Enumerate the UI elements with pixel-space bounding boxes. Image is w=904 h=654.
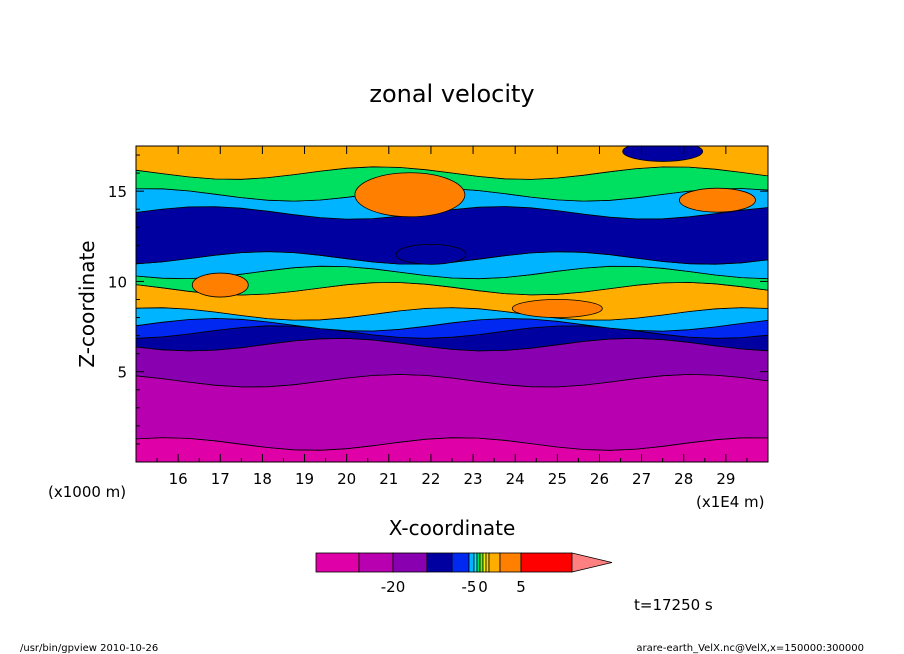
colorbar — [315, 552, 613, 573]
colorbar-segment — [485, 552, 490, 573]
x-tick-label: 19 — [295, 470, 314, 488]
x-unit-left: (x1000 m) — [48, 483, 126, 501]
y-axis-label: Z-coordinate — [75, 240, 99, 367]
y-tick-label: 5 — [117, 364, 127, 382]
x-tick-label: 27 — [632, 470, 651, 488]
x-tick-label: 21 — [379, 470, 398, 488]
footer-right: arare-earth_VelX.nc@VelX,x=150000:300000 — [636, 643, 864, 654]
colorbar-segment — [482, 552, 487, 573]
colorbar-segment — [358, 552, 394, 573]
x-tick-label: 22 — [421, 470, 440, 488]
colorbar-segment — [479, 552, 484, 573]
colorbar-segment — [499, 552, 522, 573]
footer-left: /usr/bin/gpview 2010-10-26 — [20, 643, 158, 654]
x-tick-label: 24 — [506, 470, 525, 488]
anomaly-layer — [191, 146, 756, 318]
colorbar-segment — [451, 552, 470, 573]
x-tick-label: 23 — [464, 470, 483, 488]
colorbar-segment — [473, 552, 478, 573]
anomaly-3 — [511, 299, 603, 318]
colorbar-label: 5 — [516, 578, 526, 596]
anomaly-5 — [622, 146, 704, 162]
colorbar-arrow — [571, 552, 613, 573]
colorbar-segment — [476, 552, 481, 573]
colorbar-segment — [488, 552, 501, 573]
x-tick-label: 26 — [590, 470, 609, 488]
colorbar-label: 0 — [478, 578, 488, 596]
colorbar-segment — [520, 552, 573, 573]
x-tick-label: 18 — [253, 470, 272, 488]
x-tick-label: 29 — [716, 470, 735, 488]
colorbar-labels: -20 -5 0 5 — [381, 578, 526, 596]
anomaly-2 — [191, 272, 249, 298]
x-tick-label: 25 — [548, 470, 567, 488]
chart-title: zonal velocity — [369, 80, 534, 108]
x-axis-label: X-coordinate — [389, 516, 516, 540]
band-layer — [136, 146, 768, 462]
x-tick-label: 20 — [337, 470, 356, 488]
y-tick-label: 15 — [108, 183, 127, 201]
y-axis: 5 10 15 — [108, 154, 768, 445]
time-label: t=17250 s — [634, 596, 713, 614]
x-axis: 16 17 18 19 20 21 22 23 24 25 26 27 28 29 — [156, 146, 748, 488]
x-tick-label: 16 — [169, 470, 188, 488]
colorbar-label: -20 — [381, 578, 406, 596]
plot-area — [136, 146, 768, 462]
colorbar-label: -5 — [462, 578, 477, 596]
anomaly-4 — [679, 187, 756, 213]
x-tick-label: 17 — [211, 470, 230, 488]
band-12 — [136, 146, 768, 180]
anomaly-1 — [395, 243, 467, 265]
colorbar-segment — [426, 552, 453, 573]
colorbar-segment — [315, 552, 360, 573]
colorbar-segment — [468, 552, 475, 573]
x-unit-right: (x1E4 m) — [696, 493, 765, 511]
x-tick-label: 28 — [674, 470, 693, 488]
y-tick-label: 10 — [108, 273, 127, 291]
anomaly-0 — [354, 172, 466, 218]
colorbar-segment — [392, 552, 428, 573]
